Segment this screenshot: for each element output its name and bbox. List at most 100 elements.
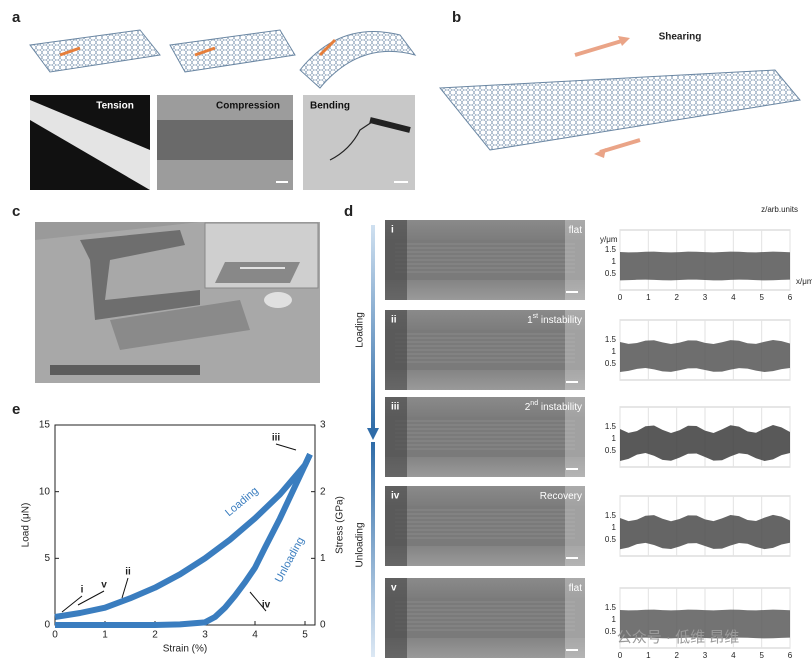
row-numeral: v	[391, 583, 397, 594]
profile-x-tick: 4	[731, 293, 736, 302]
profile-x-label: x/μm	[796, 277, 812, 286]
state-part: nd	[530, 400, 538, 407]
profile-y-tick: 1	[612, 257, 617, 266]
micrograph-label: Compression	[216, 101, 280, 112]
x-axis-title: Strain (%)	[163, 644, 207, 655]
y-tick-label: 0	[44, 620, 50, 631]
profile-x-tick: 5	[759, 293, 764, 302]
annotation: iv	[262, 600, 271, 611]
sem-edge	[565, 578, 585, 658]
profile-y-label: y/μm	[600, 235, 618, 244]
profile-y-tick: 1.5	[605, 245, 617, 254]
state-part: 2	[525, 402, 531, 413]
y-tick-label: 5	[44, 553, 50, 564]
y-tick-label: 15	[39, 420, 51, 431]
curve	[55, 453, 313, 628]
unloading-arrow	[371, 442, 375, 657]
profile-x-tick: 2	[674, 651, 679, 660]
profile-x-tick: 5	[759, 651, 764, 660]
device-render	[35, 222, 320, 383]
profile-surface	[620, 251, 790, 281]
row-state: 1st instability	[527, 313, 582, 326]
loading-arrow	[371, 225, 375, 430]
watermark: 公众号 · 低维 昂维	[617, 629, 740, 646]
z-label: z/arb.units	[761, 205, 798, 214]
y2-tick-label: 3	[320, 420, 326, 431]
y2-tick-label: 0	[320, 620, 326, 631]
x-tick-label: 5	[302, 630, 308, 641]
profile-y-tick: 0.5	[605, 359, 617, 368]
sem-edge	[385, 310, 407, 390]
profile-x-tick: 6	[788, 651, 793, 660]
profile-x-tick: 0	[618, 293, 623, 302]
profile-y-tick: 1.5	[605, 603, 617, 612]
annotation: iii	[272, 433, 281, 444]
graphene-sheet	[438, 69, 801, 151]
shear-arrow	[599, 138, 641, 154]
state-part: Recovery	[540, 491, 582, 502]
series-label: Loading	[223, 485, 261, 519]
shear-arrow	[574, 38, 626, 57]
x-tick-label: 4	[252, 630, 258, 641]
phase-label: Loading	[355, 312, 366, 348]
sem-edge	[385, 397, 407, 477]
profile-y-tick: 0.5	[605, 627, 617, 636]
annotation-arrow	[249, 591, 267, 612]
y2-axis-title: Stress (GPa)	[335, 496, 346, 554]
sheet-illustrations	[29, 29, 417, 89]
x-tick-label: 1	[102, 630, 108, 641]
profile-y-tick: 1	[612, 434, 617, 443]
shear-arrow-head	[594, 148, 606, 158]
row-state: flat	[569, 583, 583, 594]
series-label: Unloading	[273, 535, 307, 584]
row-state: flat	[569, 225, 583, 236]
profile-surface	[620, 514, 790, 550]
sem-edge	[385, 220, 407, 300]
state-part: st	[533, 313, 539, 320]
profile-x-tick: 2	[674, 293, 679, 302]
y2-tick-label: 2	[320, 486, 326, 497]
micrograph-label: Bending	[310, 101, 350, 112]
state-part: flat	[569, 583, 583, 594]
annotation-arrow	[121, 577, 129, 599]
panel-label: b	[452, 9, 461, 26]
row-numeral: ii	[391, 315, 397, 326]
x-tick-label: 0	[52, 630, 58, 641]
micrographs	[30, 95, 415, 190]
state-part: flat	[569, 225, 583, 236]
profile-x-tick: 1	[646, 651, 651, 660]
profile-y-tick: 1	[612, 615, 617, 624]
phase-label: Unloading	[355, 522, 366, 567]
sem-edge	[565, 310, 585, 390]
annotation: i	[81, 585, 84, 596]
profile-x-tick: 1	[646, 293, 651, 302]
profile-y-tick: 0.5	[605, 535, 617, 544]
y-axis-title: Load (μN)	[21, 503, 32, 548]
annotation: v	[101, 580, 107, 591]
profile-y-tick: 1.5	[605, 511, 617, 520]
sem-edge	[385, 486, 407, 566]
state-part: instability	[538, 402, 582, 413]
panel-label: a	[12, 9, 21, 26]
row-numeral: i	[391, 225, 394, 236]
micrograph-label: Tension	[96, 101, 134, 112]
profile-x-tick: 0	[618, 651, 623, 660]
state-part: 1	[527, 315, 533, 326]
profile-y-tick: 0.5	[605, 269, 617, 278]
profile-surface	[620, 340, 790, 372]
annotation-arrow	[77, 590, 105, 606]
sem-edge	[385, 578, 407, 658]
annotation-arrow	[61, 595, 83, 613]
panel-label: c	[12, 203, 20, 220]
sem-edge	[565, 486, 585, 566]
state-part: instability	[538, 315, 582, 326]
x-tick-label: 3	[202, 630, 208, 641]
profile-x-tick: 6	[788, 293, 793, 302]
y2-tick-label: 1	[320, 553, 326, 564]
panel-label: e	[12, 401, 20, 418]
row-state: Recovery	[540, 491, 582, 502]
profile-surface	[620, 609, 790, 639]
profile-x-tick: 3	[703, 651, 708, 660]
profile-x-tick: 4	[731, 651, 736, 660]
